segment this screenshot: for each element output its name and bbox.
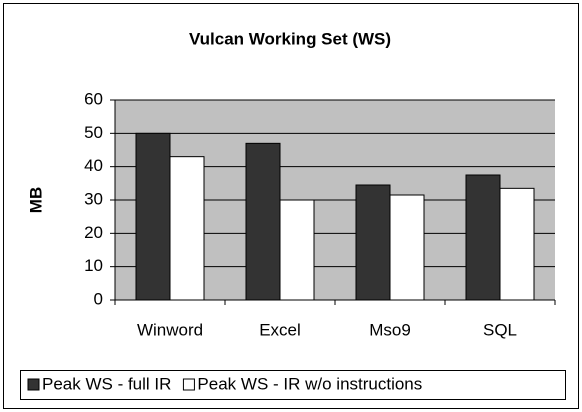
bar bbox=[465, 174, 501, 301]
bar bbox=[279, 199, 315, 301]
y-tick-label: 0 bbox=[94, 289, 103, 308]
y-tick-label: 50 bbox=[84, 123, 103, 142]
x-tick-label: SQL bbox=[483, 320, 517, 339]
bar bbox=[245, 142, 281, 301]
y-tick-label: 30 bbox=[84, 189, 103, 208]
legend-label: Peak WS - IR w/o instructions bbox=[197, 374, 422, 393]
chart-title: Vulcan Working Set (WS) bbox=[189, 29, 391, 48]
legend-swatch bbox=[182, 378, 195, 391]
y-tick-label: 20 bbox=[84, 223, 103, 242]
y-axis-label: MB bbox=[26, 187, 45, 213]
y-tick-label: 40 bbox=[84, 156, 103, 175]
y-tick-label: 10 bbox=[84, 256, 103, 275]
bar bbox=[135, 132, 171, 301]
y-tick-label: 60 bbox=[84, 89, 103, 108]
x-tick-label: Winword bbox=[137, 320, 203, 339]
legend-box bbox=[20, 370, 566, 400]
legend-swatch bbox=[27, 378, 40, 391]
legend-label: Peak WS - full IR bbox=[42, 374, 171, 393]
bar bbox=[389, 194, 425, 301]
bar bbox=[499, 187, 535, 301]
x-tick-label: Excel bbox=[259, 320, 301, 339]
x-tick-label: Mso9 bbox=[369, 320, 411, 339]
bar bbox=[355, 184, 391, 301]
bar bbox=[169, 156, 205, 301]
